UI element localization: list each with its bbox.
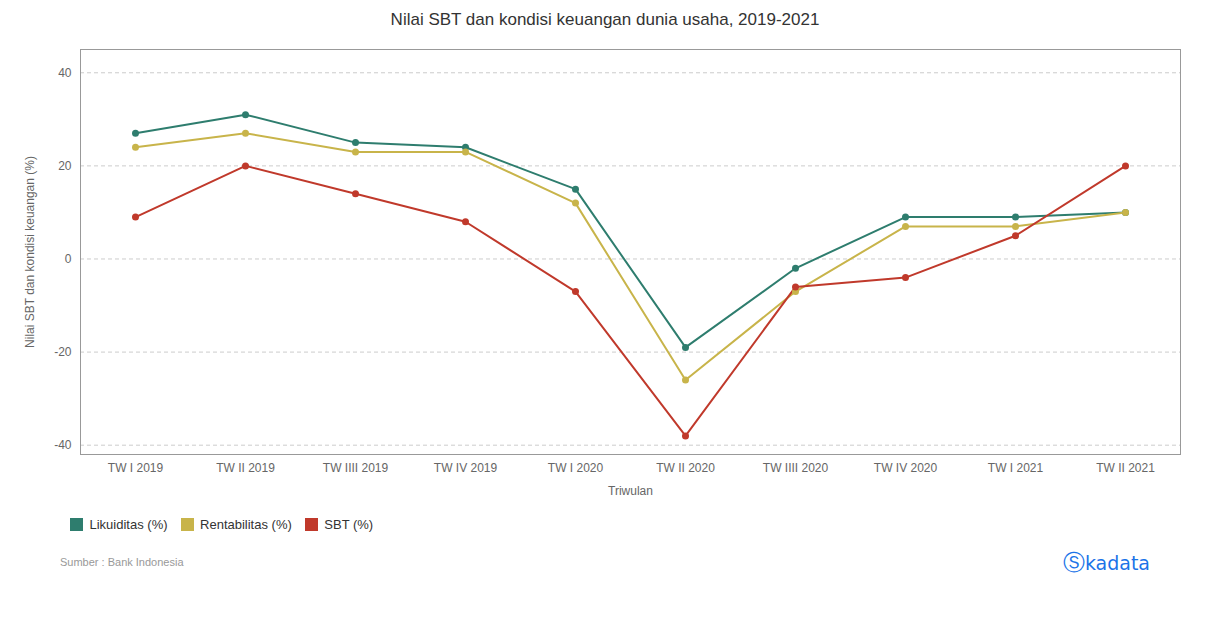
svg-text:40: 40: [58, 66, 72, 80]
svg-text:TW IV 2020: TW IV 2020: [874, 461, 938, 475]
svg-text:TW I 2021: TW I 2021: [988, 461, 1044, 475]
svg-text:TW II 2020: TW II 2020: [656, 461, 715, 475]
svg-text:TW I 2019: TW I 2019: [108, 461, 164, 475]
svg-text:Nilai SBT dan kondisi keuangan: Nilai SBT dan kondisi keuangan (%): [23, 156, 37, 348]
html-text:Sumber : Bank Indonesia: Sumber : Bank Indonesia: [60, 555, 184, 568]
html-text:Likuiditas (%): Likuiditas (%): [89, 517, 168, 532]
svg-text:-40: -40: [54, 438, 72, 452]
svg-text:20: 20: [58, 159, 72, 173]
svg-text:TW IV 2019: TW IV 2019: [434, 461, 498, 475]
svg-text:TW IIII 2019: TW IIII 2019: [323, 461, 389, 475]
svg-text:TW II 2019: TW II 2019: [216, 461, 275, 475]
html-text:SBT (%): SBT (%): [324, 517, 374, 532]
html-text:Rentabilitas (%): Rentabilitas (%): [200, 517, 292, 532]
svg-text:Triwulan: Triwulan: [608, 484, 653, 498]
svg-text:-20: -20: [54, 345, 72, 359]
svg-text:0: 0: [65, 252, 72, 266]
html-text:Ⓢ kadata: Ⓢ kadata: [1062, 549, 1150, 575]
svg-text:TW I 2020: TW I 2020: [548, 461, 604, 475]
html-text:Nilai SBT dan kondisi keuangan: Nilai SBT dan kondisi keuangan dunia usa…: [390, 10, 820, 29]
svg-text:TW II 2021: TW II 2021: [1096, 461, 1155, 475]
svg-text:TW IIII 2020: TW IIII 2020: [763, 461, 829, 475]
